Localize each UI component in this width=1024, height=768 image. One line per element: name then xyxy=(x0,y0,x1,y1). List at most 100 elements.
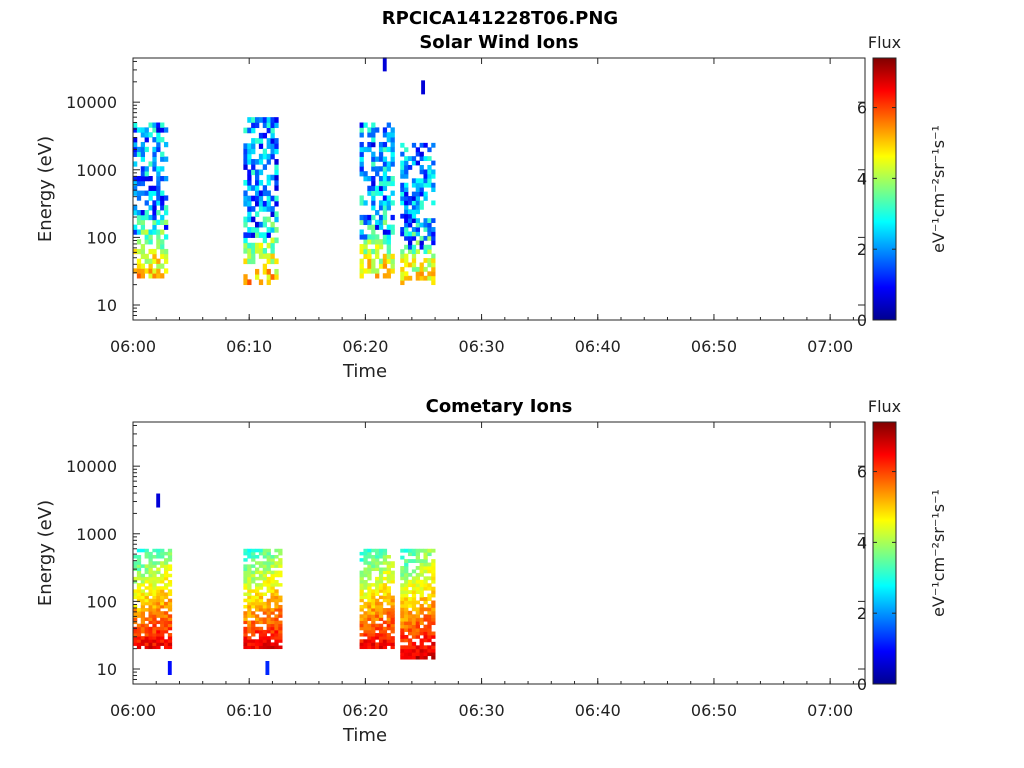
data-cell xyxy=(375,244,380,250)
data-cell xyxy=(160,214,165,221)
data-cell xyxy=(427,227,432,232)
data-cell xyxy=(148,195,153,201)
data-cell xyxy=(156,570,161,575)
data-cell xyxy=(400,569,405,574)
data-cell xyxy=(382,253,388,260)
data-cell xyxy=(266,583,271,587)
data-cell xyxy=(278,583,283,587)
data-cell xyxy=(262,576,268,581)
data-cell xyxy=(144,214,149,221)
data-cell xyxy=(266,179,271,186)
data-cell xyxy=(133,555,138,559)
data-cell xyxy=(243,592,248,596)
data-cell xyxy=(386,567,391,572)
data-cell xyxy=(167,548,173,553)
data-cell xyxy=(367,570,372,575)
data-cell xyxy=(371,561,376,565)
data-cell xyxy=(423,559,428,563)
data-cell xyxy=(247,253,252,259)
data-cell xyxy=(375,558,380,562)
data-cell xyxy=(390,595,395,600)
data-cell xyxy=(367,586,372,590)
data-cell xyxy=(266,117,271,123)
data-cell xyxy=(266,604,271,609)
data-cell xyxy=(427,652,432,657)
data-cell xyxy=(400,275,405,281)
data-cell xyxy=(262,642,268,646)
data-cell xyxy=(375,617,380,621)
data-cell xyxy=(359,214,364,221)
data-cell xyxy=(167,639,173,643)
data-cell xyxy=(148,558,153,562)
data-cell xyxy=(382,258,388,264)
data-cell xyxy=(167,573,173,578)
data-cell xyxy=(371,601,376,606)
data-cell xyxy=(386,132,391,138)
data-cell xyxy=(133,229,138,235)
data-cell xyxy=(371,127,376,133)
data-cell xyxy=(371,589,376,593)
data-cell xyxy=(251,598,256,603)
data-cell xyxy=(411,617,417,622)
data-cell xyxy=(255,242,260,249)
data-cell xyxy=(133,636,138,640)
data-cell xyxy=(266,127,271,134)
data-cell xyxy=(427,218,432,224)
data-cell xyxy=(411,249,417,255)
data-cell xyxy=(400,607,405,612)
data-cell xyxy=(274,601,279,606)
data-cell xyxy=(258,548,264,553)
data-cell xyxy=(427,576,432,581)
data-cell xyxy=(148,161,153,167)
data-cell xyxy=(400,548,405,553)
data-cell xyxy=(404,583,409,588)
data-cell xyxy=(371,617,376,621)
data-cell xyxy=(152,592,157,596)
data-cell xyxy=(415,555,420,560)
data-cell xyxy=(144,137,149,143)
data-cell xyxy=(419,200,424,206)
data-cell xyxy=(262,573,268,578)
data-cell xyxy=(378,548,384,553)
data-cell xyxy=(375,598,380,603)
data-cell xyxy=(371,239,376,245)
data-cell xyxy=(415,218,420,224)
data-cell xyxy=(378,263,384,269)
data-cell xyxy=(274,164,279,170)
data-cell xyxy=(390,161,395,167)
data-cell xyxy=(152,200,157,206)
data-cell xyxy=(160,151,165,157)
data-cell xyxy=(382,273,388,279)
data-cell xyxy=(367,642,372,646)
data-cell xyxy=(427,614,432,619)
data-cell xyxy=(423,617,428,622)
data-cell xyxy=(156,190,161,196)
data-cell xyxy=(144,598,149,603)
data-cell xyxy=(251,623,256,628)
data-cell xyxy=(160,614,165,618)
data-cell xyxy=(136,146,142,153)
data-cell xyxy=(163,564,169,568)
data-cell xyxy=(390,146,395,153)
data-cell xyxy=(140,253,146,260)
data-cell xyxy=(266,589,271,593)
data-cell xyxy=(144,239,149,245)
data-cell xyxy=(148,561,153,565)
data-cell xyxy=(431,607,436,612)
data-cell xyxy=(136,645,142,650)
data-cell xyxy=(136,239,142,245)
data-cell xyxy=(359,639,364,643)
data-cell xyxy=(243,567,248,572)
data-cell xyxy=(371,583,376,587)
data-cell xyxy=(431,603,436,608)
data-cell xyxy=(251,642,256,646)
data-cell xyxy=(152,166,157,172)
data-cell xyxy=(404,648,409,653)
data-cell xyxy=(148,633,153,637)
data-cell xyxy=(274,159,279,165)
data-cell xyxy=(411,156,417,161)
data-cell xyxy=(371,611,376,615)
data-cell xyxy=(378,258,384,264)
data-cell xyxy=(404,160,409,166)
data-cell xyxy=(359,258,364,264)
